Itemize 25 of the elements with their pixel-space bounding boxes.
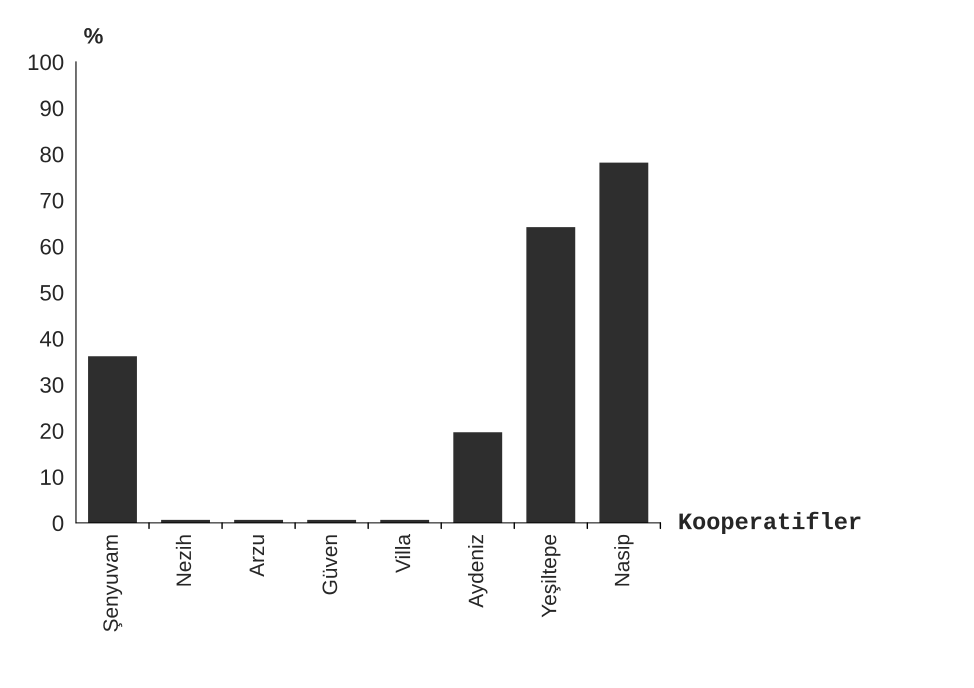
x-tick-label: Nezih [176,535,192,586]
y-tick-label: 70 [40,192,64,208]
x-tick-label: Villa [394,534,410,573]
y-tick-label: 0 [52,515,64,532]
x-tick-label: Arzu [250,535,264,577]
bar [599,162,648,523]
x-axis-title: Kooperatifler [679,512,860,534]
x-tick-label: Güven [322,535,338,594]
y-tick-label: 100 [28,54,64,70]
x-tick-label: Aydeniz [468,535,488,608]
y-tick-label: 80 [40,146,64,162]
bar [88,356,137,523]
x-tick-label: Yeşiltepe [541,534,561,618]
bar [526,227,576,523]
y-tick-label: 40 [40,331,64,347]
x-tick-label: Nasip [614,534,634,586]
y-tick-label: 20 [40,423,64,439]
y-tick-label: 50 [40,284,64,301]
y-axis-title: % [84,28,103,44]
x-tick-label: Şenyuvam [103,535,122,632]
y-tick-label: 90 [40,100,64,116]
y-tick-label: 60 [40,238,64,255]
y-tick-label: 30 [40,377,64,393]
bar [453,432,502,523]
y-tick-label: 10 [41,469,64,486]
